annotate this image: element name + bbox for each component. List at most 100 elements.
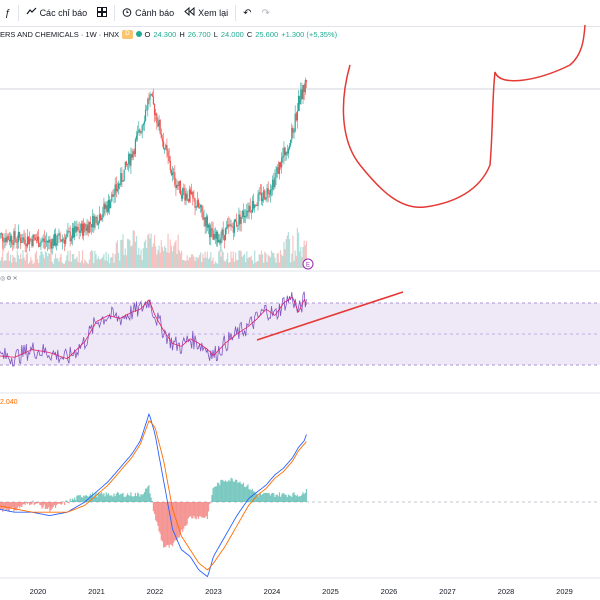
candle-body: [95, 217, 97, 218]
macd-hist-bar: [67, 502, 69, 503]
volume-bar: [299, 251, 301, 268]
volume-bar: [56, 258, 58, 268]
volume-bar: [51, 261, 53, 268]
volume-bar: [67, 250, 69, 268]
macd-hist-bar: [157, 502, 159, 526]
volume-bar: [21, 258, 23, 268]
volume-bar: [130, 246, 132, 268]
macd-hist-bar: [43, 502, 45, 505]
volume-bar: [58, 261, 60, 268]
volume-bar: [225, 259, 228, 268]
candle-body: [227, 224, 229, 228]
volume-bar: [128, 239, 130, 268]
macd-hist-bar: [229, 481, 231, 502]
candle-body: [12, 243, 14, 245]
macd-hist-bar: [209, 502, 211, 505]
volume-bar: [237, 260, 239, 268]
macd-hist-bar: [9, 502, 12, 508]
volume-bar: [291, 253, 293, 268]
volume-bar: [177, 234, 179, 268]
macd-hist-bar: [158, 502, 160, 532]
redo-button[interactable]: ↷: [257, 0, 275, 26]
candle-body: [299, 95, 301, 105]
volume-bar: [18, 258, 21, 268]
candle-body: [52, 239, 54, 246]
macd-hist-bar: [230, 477, 232, 502]
macd-hist-bar: [186, 502, 188, 525]
candle-body: [106, 205, 108, 212]
macd-hist-bar: [96, 497, 98, 502]
candle-body: [31, 239, 33, 246]
volume-bar: [173, 245, 175, 268]
macd-hist-bar: [263, 493, 265, 502]
candle-body: [258, 192, 260, 195]
settings-icon[interactable]: ⚙: [6, 276, 13, 282]
volume-bar: [231, 258, 233, 268]
volume-bar: [287, 232, 290, 268]
candle-body: [204, 217, 206, 227]
candle-body: [3, 241, 5, 243]
volume-bar: [97, 256, 99, 268]
candle-body: [58, 233, 60, 235]
symbol-title[interactable]: ERS AND CHEMICALS · 1W · HNX: [0, 29, 120, 39]
macd-hist-bar: [84, 496, 86, 502]
volume-bar: [11, 262, 13, 268]
volume-bar: [249, 257, 251, 268]
candle-body: [86, 224, 88, 231]
volume-bar: [281, 254, 283, 268]
volume-bar: [282, 256, 284, 268]
volume-bar: [33, 262, 35, 268]
macd-hist-bar: [45, 502, 48, 509]
eye-icon[interactable]: ◎: [0, 276, 7, 282]
macd-hist-bar: [138, 493, 140, 502]
macd-hist-bar: [99, 493, 102, 502]
macd-hist-bar: [50, 502, 52, 511]
candle-body: [248, 205, 250, 213]
layout-button[interactable]: [92, 0, 112, 26]
candle-body: [202, 212, 204, 220]
volume-bar: [257, 261, 259, 268]
replay-button[interactable]: Xem lại: [179, 0, 233, 26]
volume-bar: [87, 263, 89, 268]
macd-hist-bar: [51, 502, 53, 509]
candle-body: [304, 80, 306, 93]
candle-body: [98, 214, 101, 223]
macd-hist-bar: [296, 494, 299, 502]
macd-hist-bar: [72, 499, 75, 502]
macd-hist-bar: [6, 502, 8, 510]
candle-body: [132, 151, 134, 158]
volume-bar: [201, 262, 203, 268]
candle-body: [232, 226, 234, 233]
macd-hist-bar: [249, 489, 251, 502]
candle-body: [203, 217, 205, 220]
candle-body: [266, 188, 268, 199]
candle-body: [219, 239, 221, 244]
volume-bar: [54, 253, 57, 268]
candle-body: [168, 156, 170, 161]
macd-hist-bar: [60, 502, 62, 505]
undo-button[interactable]: ↶: [238, 0, 256, 26]
function-button[interactable]: ƒ: [0, 0, 16, 26]
macd-hist-bar: [207, 502, 210, 512]
rsi-lines: [0, 291, 307, 367]
volume-bar: [251, 260, 254, 268]
volume-bar: [239, 250, 241, 268]
candle-body: [14, 231, 16, 240]
volume-bar: [290, 262, 292, 268]
macd-hist-bar: [242, 482, 245, 502]
indicators-button[interactable]: Các chỉ báo: [21, 0, 93, 26]
macd-hist-bar: [176, 502, 178, 541]
close-icon[interactable]: ✕: [12, 276, 19, 282]
volume-bar: [230, 251, 232, 268]
volume-bar: [179, 252, 182, 268]
macd-hist-bar: [25, 502, 27, 503]
candle-body: [242, 210, 245, 218]
candle-body: [112, 194, 114, 197]
candle-body: [231, 225, 233, 227]
candle-body: [85, 228, 87, 231]
candle-body: [210, 228, 212, 238]
alerts-button[interactable]: Cảnh báo: [117, 0, 179, 26]
volume-bar: [229, 261, 231, 268]
replay-label: Xem lại: [198, 8, 229, 18]
